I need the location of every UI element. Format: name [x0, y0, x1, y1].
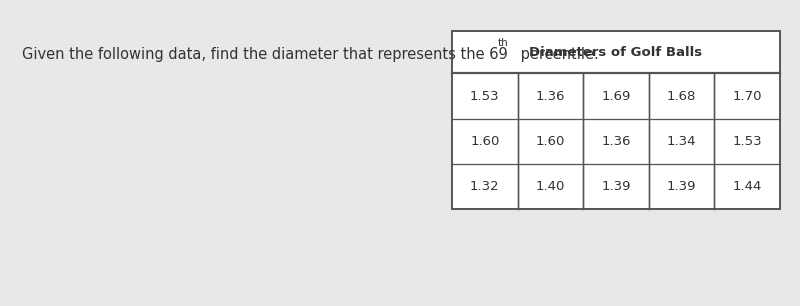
- Text: 1.60: 1.60: [470, 135, 499, 148]
- Text: 1.70: 1.70: [733, 90, 762, 103]
- Text: Diameters of Golf Balls: Diameters of Golf Balls: [530, 46, 702, 58]
- Text: 1.40: 1.40: [536, 180, 565, 193]
- Text: percentile.: percentile.: [516, 47, 598, 62]
- Text: 1.68: 1.68: [667, 90, 696, 103]
- Text: 1.32: 1.32: [470, 180, 500, 193]
- Text: 1.36: 1.36: [536, 90, 565, 103]
- Text: th: th: [498, 38, 508, 48]
- Text: Given the following data, find the diameter that represents the 69: Given the following data, find the diame…: [22, 47, 507, 62]
- Text: 1.34: 1.34: [667, 135, 696, 148]
- Text: 1.69: 1.69: [602, 90, 630, 103]
- Bar: [452, 31, 780, 209]
- Text: 1.36: 1.36: [602, 135, 630, 148]
- Text: 1.60: 1.60: [536, 135, 565, 148]
- Text: 1.39: 1.39: [667, 180, 696, 193]
- Text: 1.53: 1.53: [470, 90, 500, 103]
- Text: 1.44: 1.44: [733, 180, 762, 193]
- Text: 1.39: 1.39: [602, 180, 630, 193]
- Text: 1.53: 1.53: [732, 135, 762, 148]
